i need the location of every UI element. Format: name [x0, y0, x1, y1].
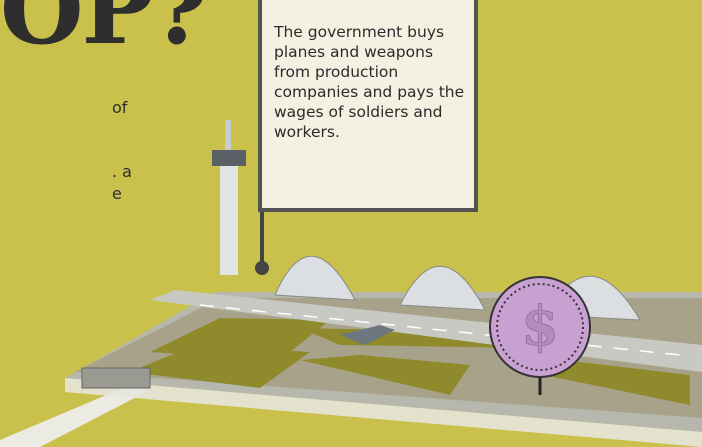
coin — [489, 276, 591, 378]
coin-ring — [496, 283, 584, 371]
runway-line — [199, 304, 691, 357]
fence — [65, 378, 702, 447]
coin-symbol: $ — [521, 294, 559, 358]
heading: OP? — [0, 0, 208, 66]
gate — [81, 367, 151, 389]
body-text: e — [112, 184, 122, 203]
hangar — [274, 255, 356, 301]
body-text: of — [112, 98, 128, 117]
jet — [340, 325, 395, 345]
road — [0, 385, 150, 447]
tower — [220, 160, 238, 275]
tower-top — [212, 150, 246, 166]
grass — [130, 345, 310, 388]
body-text: . a — [112, 162, 132, 181]
grass — [300, 355, 470, 395]
tower-mast — [225, 120, 231, 150]
callout-dot — [255, 261, 269, 275]
callout: The government buys planes and weapons f… — [258, 0, 478, 212]
hangar — [399, 265, 486, 311]
